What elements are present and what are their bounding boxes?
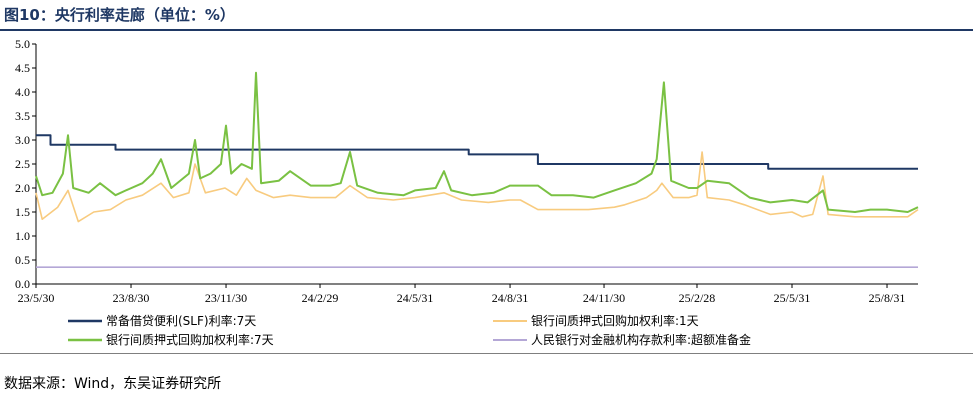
x-tick-label: 24/2/29 xyxy=(302,291,339,305)
x-tick-label: 24/11/30 xyxy=(583,291,625,305)
chart-legend: 常备借贷便利(SLF)利率:7天 银行间质押式回购加权利率:1天银行间质押式回购加… xyxy=(68,313,751,347)
series-line-0 xyxy=(36,134,918,170)
x-tick-label: 23/8/30 xyxy=(113,291,150,305)
title-rule xyxy=(0,29,973,31)
y-tick-label: 3.0 xyxy=(15,133,30,147)
y-tick-label: 2.5 xyxy=(15,157,30,171)
legend-label: 银行间质押式回购加权利率:7天 xyxy=(106,332,274,347)
y-tick-label: 3.5 xyxy=(15,109,30,123)
y-tick-label: 1.0 xyxy=(15,229,30,243)
chart-axes: 0.0 0.5 1.0 1.5 2.0 2.5 3.0 3.5 4.0 4.5 5.0 23/5/30… xyxy=(15,37,918,305)
x-tick-label: 25/2/28 xyxy=(679,291,716,305)
y-tick-label: 2.0 xyxy=(15,181,30,195)
y-tick-label: 4.0 xyxy=(15,85,30,99)
x-tick-label: 23/11/30 xyxy=(205,291,247,305)
y-tick-label: 0.5 xyxy=(15,253,30,267)
x-tick-label: 24/5/31 xyxy=(397,291,434,305)
y-tick-label: 4.5 xyxy=(15,61,30,75)
source-note: 数据来源：Wind，东吴证券研究所 xyxy=(4,376,222,392)
figure-title: 图10：央行利率走廊（单位：%） xyxy=(4,6,235,24)
series-line-1 xyxy=(35,151,919,223)
rate-corridor-chart: 0.0 0.5 1.0 1.5 2.0 2.5 3.0 3.5 4.0 4.5 5.0 23/5/30… xyxy=(15,37,919,347)
x-tick-label: 25/8/31 xyxy=(869,291,906,305)
x-tick-label: 25/5/31 xyxy=(774,291,811,305)
chart-series xyxy=(35,71,919,269)
x-tick-label: 24/8/31 xyxy=(492,291,529,305)
y-tick-label: 1.5 xyxy=(15,205,30,219)
x-tick-label: 23/5/30 xyxy=(18,291,55,305)
legend-label: 银行间质押式回购加权利率:1天 xyxy=(531,313,699,328)
legend-label: 常备借贷便利(SLF)利率:7天 xyxy=(106,313,256,328)
y-tick-label: 5.0 xyxy=(15,37,30,51)
y-tick-label: 0.0 xyxy=(15,277,30,291)
legend-label: 人民银行对金融机构存款利率:超额准备金 xyxy=(531,332,751,347)
source-rule xyxy=(0,353,973,354)
